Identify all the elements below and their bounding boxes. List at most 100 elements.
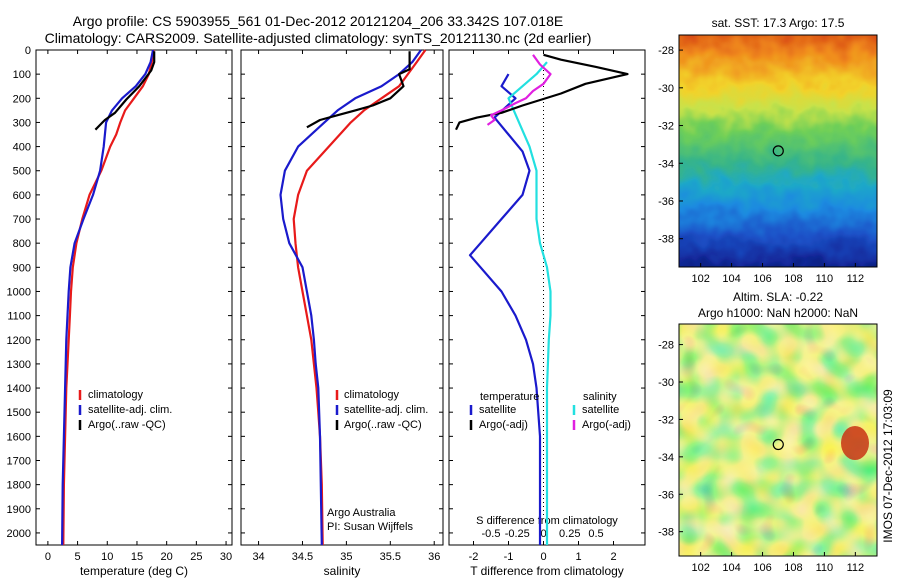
x-tick-label: -2 <box>469 551 479 563</box>
timestamp-stamp: IMOS 07-Dec-2012 17:03:09 <box>881 389 895 543</box>
series-line-4 <box>486 54 552 126</box>
x-tick-label: 20 <box>161 551 173 563</box>
series-line-1 <box>292 49 427 546</box>
sst-map: sat. SST: 17.3 Argo: 17.5 102 104 106 108 11… <box>658 16 878 285</box>
y-tick-label: 600 <box>13 190 31 202</box>
map-y-tick-label: -32 <box>658 414 674 426</box>
map-x-tick-label: 102 <box>691 562 709 574</box>
legend-title-salinity: salinity <box>583 391 617 403</box>
y-tick-label: 0 <box>25 45 31 57</box>
map-x-tick-label: 108 <box>784 273 802 285</box>
map-y-tick-label: -34 <box>658 452 674 464</box>
x-tick-label: 30 <box>220 551 232 563</box>
y-tick-label: 1800 <box>7 480 31 492</box>
header-line1: Argo profile: CS 5903955_561 01-Dec-2012… <box>73 13 563 29</box>
x-tick-label: 25 <box>190 551 202 563</box>
x-tick-label: 36 <box>428 551 440 563</box>
argo-location-marker <box>772 438 784 451</box>
sla-hotspot <box>841 426 869 460</box>
top-tick-label: 0.25 <box>559 528 580 540</box>
map-x-tick-label: 110 <box>816 562 834 574</box>
series-line-2 <box>279 49 422 546</box>
y-tick-label: 1100 <box>7 311 31 323</box>
map-y-tick-label: -38 <box>658 234 674 246</box>
header-line2: Climatology: CARS2009. Satellite-adjuste… <box>45 30 592 46</box>
legend-title-temperature: temperature <box>480 391 539 403</box>
x-tick-label: 1 <box>575 551 581 563</box>
difference-panel: -2 -1 0 1 2-0.5 -0.25 0 0.25 0.5S difference fro… <box>448 49 646 578</box>
series-line-1 <box>468 73 542 545</box>
y-tick-label: 200 <box>13 93 31 105</box>
legend-entry: satellite-adj. clim. <box>88 404 172 416</box>
y-tick-label: 900 <box>13 262 31 274</box>
legend-entry: climatology <box>88 389 144 401</box>
x-tick-label: 15 <box>131 551 143 563</box>
x-axis-label: temperature (deg C) <box>80 564 188 578</box>
top-tick-label: -0.25 <box>505 528 530 540</box>
y-tick-label: 1400 <box>7 383 31 395</box>
legend-entry: satellite <box>582 404 619 416</box>
x-axis-label: T difference from climatology <box>470 564 624 578</box>
map-x-tick-label: 104 <box>722 562 740 574</box>
legend-entry: Argo(..raw -QC) <box>88 419 166 431</box>
map-x-tick-label: 106 <box>753 273 771 285</box>
y-tick-label: 300 <box>13 117 31 129</box>
y-tick-label: 1200 <box>7 335 31 347</box>
x-tick-label: 35.5 <box>380 551 401 563</box>
top-tick-label: 0.5 <box>588 528 603 540</box>
y-tick-label: 2000 <box>7 528 31 540</box>
y-tick-label: 1300 <box>7 359 31 371</box>
series-line-3 <box>455 53 629 131</box>
sst-map-title: sat. SST: 17.3 Argo: 17.5 <box>712 16 845 30</box>
y-tick-label: 500 <box>13 166 31 178</box>
legend-entry: satellite <box>479 404 516 416</box>
series-line-3 <box>306 51 411 129</box>
y-tick-label: 1600 <box>7 431 31 443</box>
axes-frame <box>35 49 233 546</box>
legend-entry: Argo(..raw -QC) <box>344 419 422 431</box>
sla-map-title: Altim. SLA: -0.22 <box>733 290 823 304</box>
map-y-tick-label: -32 <box>658 121 674 133</box>
map-x-tick-label: 106 <box>753 562 771 574</box>
legend-entry: climatology <box>344 389 400 401</box>
series-line-2 <box>61 49 155 546</box>
x-tick-label: 34.5 <box>292 551 313 563</box>
map-x-tick-label: 102 <box>691 273 709 285</box>
y-tick-label: 100 <box>13 69 31 81</box>
map-y-tick-label: -34 <box>658 158 674 170</box>
x-tick-label: 0 <box>45 551 51 563</box>
map-x-tick-label: 112 <box>847 273 865 285</box>
axes-frame <box>240 49 444 546</box>
sla-map-subtitle: Argo h1000: NaN h2000: NaN <box>698 306 858 320</box>
top-tick-label: -0.5 <box>482 528 501 540</box>
map-y-tick-label: -30 <box>658 83 674 95</box>
x-tick-label: 2 <box>610 551 616 563</box>
y-tick-label: 1900 <box>7 504 31 516</box>
x-axis-label: salinity <box>324 564 361 578</box>
map-x-tick-label: 110 <box>816 273 834 285</box>
top-tick-label: 0 <box>540 528 546 540</box>
x-tick-label: 34 <box>252 551 264 563</box>
legend-entry: Argo(-adj) <box>479 419 528 431</box>
y-tick-label: 1000 <box>7 286 31 298</box>
map-y-tick-label: -36 <box>658 489 674 501</box>
map-y-tick-label: -36 <box>658 196 674 208</box>
y-tick-label: 400 <box>13 142 31 154</box>
series-line-3 <box>94 51 156 131</box>
x-tick-label: 10 <box>101 551 113 563</box>
y-tick-label: 800 <box>13 238 31 250</box>
x-tick-label: -1 <box>504 551 514 563</box>
sla-map: Altim. SLA: -0.22 Argo h1000: NaN h2000:… <box>658 290 878 574</box>
salinity-panel: 34 34.5 35 35.5 36 salinity climatology satelli… <box>240 49 444 578</box>
x-tick-label: 5 <box>75 551 81 563</box>
map-x-tick-label: 104 <box>722 273 740 285</box>
map-x-tick-label: 112 <box>847 562 865 574</box>
map-y-tick-label: -28 <box>658 340 674 352</box>
map-y-tick-label: -28 <box>658 45 674 57</box>
legend-entry: Argo(-adj) <box>582 419 631 431</box>
x-tick-label: 35 <box>340 551 352 563</box>
note-pi: PI: Susan Wijffels <box>327 521 413 533</box>
note-argo-australia: Argo Australia <box>327 507 396 519</box>
map-y-tick-label: -38 <box>658 527 674 539</box>
